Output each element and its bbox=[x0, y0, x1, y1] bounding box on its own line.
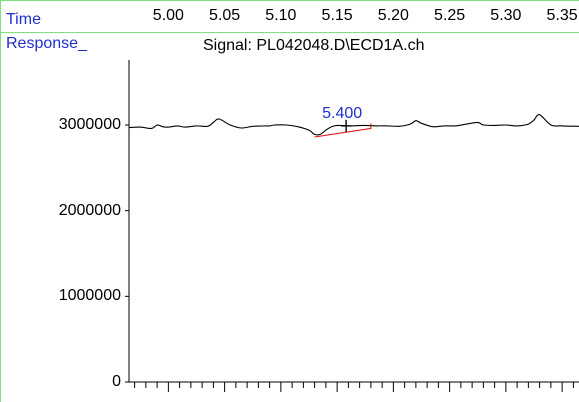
integration-baseline bbox=[314, 123, 372, 138]
signal-title: Signal: PL042048.D\ECD1A.ch bbox=[203, 37, 425, 54]
time-tick-label: 5.35 bbox=[546, 7, 578, 24]
time-tick-label: 5.20 bbox=[377, 7, 409, 24]
signal-trace bbox=[128, 114, 579, 136]
header-divider-line bbox=[0, 32, 579, 33]
y-tick-label: 2000000 bbox=[58, 201, 121, 219]
time-tick-label: 5.10 bbox=[265, 7, 297, 24]
y-tick-label: 1000000 bbox=[58, 287, 121, 305]
y-tick-label: 3000000 bbox=[58, 116, 121, 133]
time-tick-label: 5.30 bbox=[490, 7, 522, 24]
left-frame-line bbox=[0, 0, 1, 402]
peak-label: 5.400 bbox=[322, 105, 362, 122]
top-frame-line bbox=[0, 0, 579, 1]
time-axis-label: Time bbox=[6, 11, 41, 28]
time-tick-label: 5.25 bbox=[434, 7, 466, 24]
time-tick-label: 5.05 bbox=[209, 7, 241, 24]
time-tick-label: 5.00 bbox=[152, 7, 184, 24]
response-axis-label: Response_ bbox=[6, 35, 87, 52]
time-tick-label: 5.15 bbox=[321, 7, 353, 24]
y-tick-label: 0 bbox=[112, 373, 121, 390]
